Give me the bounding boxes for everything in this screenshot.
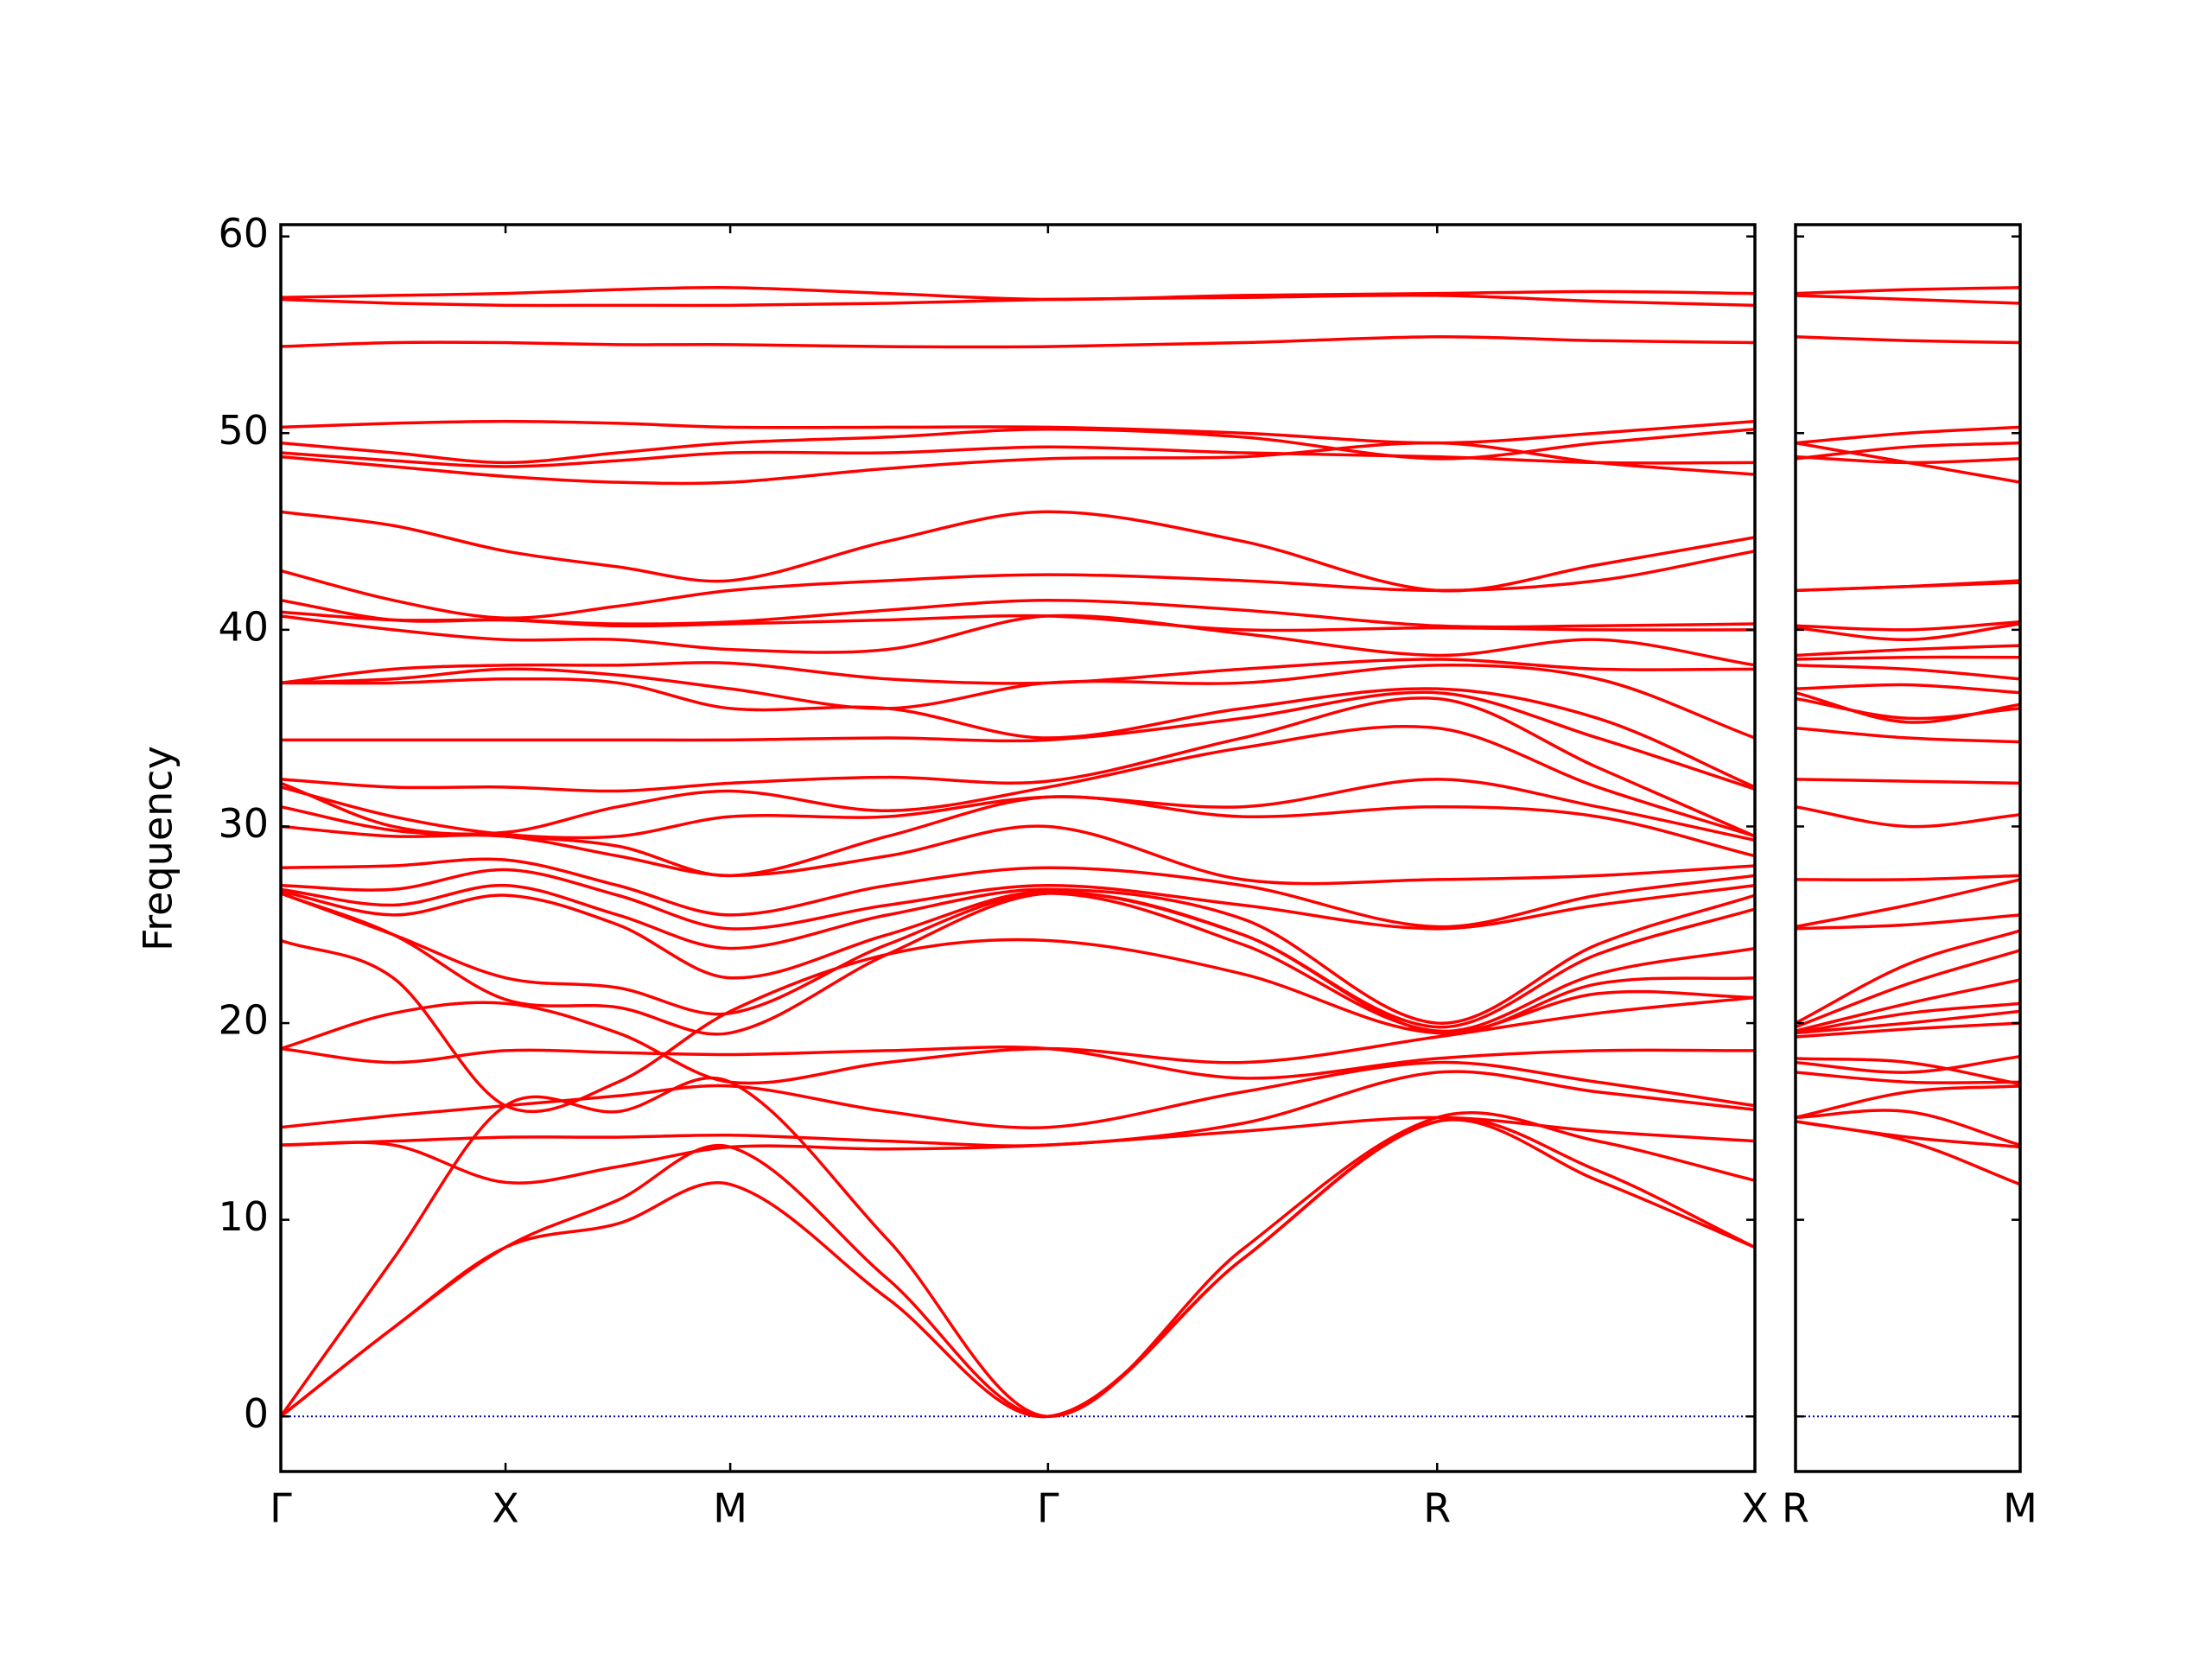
band-line [1796, 664, 2020, 681]
band-line [1796, 441, 2020, 461]
band-line [1796, 726, 2020, 744]
band-line [281, 1046, 1755, 1080]
x-tick-label: Γ [270, 1485, 292, 1532]
band-line [281, 445, 1755, 468]
x-tick-label: Γ [1037, 1485, 1059, 1532]
y-tick-label: 20 [218, 997, 269, 1044]
band-line [1796, 579, 2020, 593]
band-line [1796, 620, 2020, 632]
band-line [281, 1118, 1755, 1419]
band-line [281, 892, 1755, 1033]
band-line [1796, 913, 2020, 931]
band-line [1796, 622, 2020, 641]
band-line [1796, 655, 2020, 661]
band-line [1796, 978, 2020, 1033]
band-line [1796, 691, 2020, 724]
band-line [281, 419, 1755, 445]
band-line [1796, 1001, 2020, 1035]
band-line [1796, 874, 2020, 882]
band-line [281, 294, 1755, 308]
band-line [281, 427, 1755, 465]
x-tick-label: R [1423, 1485, 1451, 1532]
band-line [1796, 1057, 2020, 1086]
band-line [281, 696, 1755, 838]
band-line [281, 658, 1755, 685]
band-line [1796, 644, 2020, 658]
x-tick-label: M [2003, 1485, 2037, 1532]
x-tick-label: X [1741, 1485, 1769, 1532]
y-axis-label: Frequency [135, 746, 181, 951]
band-line [1796, 294, 2020, 305]
band-line [1796, 1021, 2020, 1039]
band-line [281, 510, 1755, 593]
band-line [281, 663, 1755, 740]
band-line [281, 724, 1755, 838]
band-line [281, 441, 1755, 486]
band-line [281, 690, 1755, 791]
band-line [1796, 1084, 2020, 1120]
band-line [1796, 683, 2020, 695]
band-line [281, 891, 1755, 1036]
x-tick-label: R [1782, 1485, 1809, 1532]
band-line [281, 334, 1755, 349]
band-line [1796, 1120, 2020, 1149]
y-tick-label: 30 [218, 800, 269, 847]
x-tick-label: M [713, 1485, 747, 1532]
band-line [1796, 929, 2020, 1025]
band-line [1796, 454, 2020, 465]
plot-area [1796, 286, 2020, 1418]
band-line [281, 1117, 1755, 1419]
band-line [1796, 425, 2020, 445]
band-line [281, 285, 1755, 302]
band-line [1796, 878, 2020, 929]
band-line [1796, 286, 2020, 296]
y-tick-label: 50 [218, 407, 269, 454]
band-line [281, 938, 1755, 1114]
band-line [1796, 1055, 2020, 1074]
band-line [281, 995, 1755, 1085]
band-line [281, 1116, 1755, 1185]
band-line [1796, 949, 2020, 1029]
band-line [1796, 1009, 2020, 1035]
axes-frame [1794, 223, 2022, 1473]
y-tick-label: 10 [218, 1193, 269, 1240]
plot-area [281, 285, 1755, 1419]
band-line [1796, 1071, 2020, 1084]
band-line [1796, 778, 2020, 785]
axes-frame [279, 223, 1757, 1473]
y-tick-label: 60 [218, 210, 269, 257]
band-line [1796, 1120, 2020, 1186]
band-line [281, 889, 1755, 1029]
y-tick-label: 40 [218, 603, 269, 650]
band-line [281, 857, 1755, 929]
band-line [281, 795, 1755, 878]
band-line [281, 677, 1755, 789]
band-line [1796, 334, 2020, 345]
band-line [281, 550, 1755, 620]
band-line [281, 1060, 1755, 1129]
x-tick-label: X [492, 1485, 519, 1532]
band-line [281, 1070, 1755, 1147]
band-line [281, 868, 1755, 931]
band-line [281, 598, 1755, 629]
y-tick-label: 0 [244, 1390, 269, 1437]
band-line [281, 613, 1755, 667]
band-line [1796, 804, 2020, 829]
band-line [281, 1076, 1755, 1419]
band-line [281, 883, 1755, 1025]
band-line [1796, 1109, 2020, 1147]
